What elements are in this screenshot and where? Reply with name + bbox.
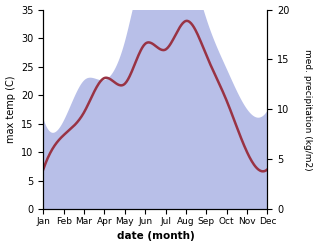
Y-axis label: med. precipitation (kg/m2): med. precipitation (kg/m2) [303, 49, 313, 170]
Y-axis label: max temp (C): max temp (C) [5, 76, 16, 143]
X-axis label: date (month): date (month) [116, 231, 194, 242]
